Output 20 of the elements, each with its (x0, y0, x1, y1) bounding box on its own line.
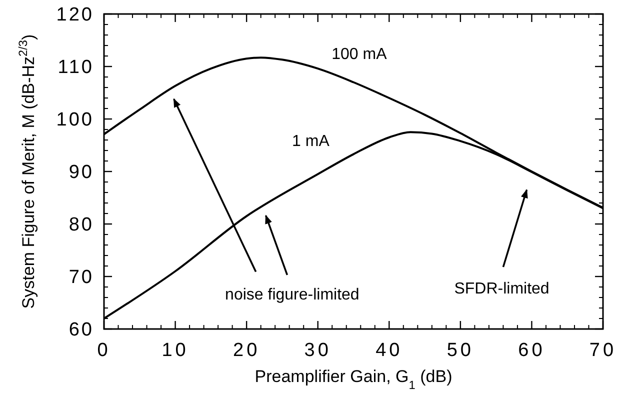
series-label: 100 mA (332, 46, 388, 63)
x-axis-title: Preamplifier Gain, G$_{1}$ (dB) (254, 367, 452, 392)
x-tick-label: 0 (97, 340, 111, 361)
y-tick-label: 120 (56, 4, 94, 26)
series-label: 1 mA (292, 133, 330, 150)
x-tick-label: 10 (162, 340, 189, 361)
y-tick-label: 60 (68, 320, 94, 341)
y-tick-label: 100 (56, 110, 94, 131)
y-tick-label: 80 (68, 214, 94, 236)
y-tick-label: 90 (68, 162, 94, 184)
x-tick-label: 40 (376, 340, 403, 361)
annotation: SFDR-limited (454, 280, 550, 298)
y-tick-label: 110 (58, 57, 94, 78)
y-tick-label: 70 (68, 267, 94, 288)
annotation: noise figure-limited (225, 286, 360, 304)
x-tick-label: 30 (304, 340, 332, 361)
x-tick-label: 70 (589, 340, 617, 361)
x-tick-label: 60 (518, 340, 546, 361)
x-tick-label: 20 (233, 340, 260, 361)
x-tick-label: 50 (446, 340, 474, 361)
